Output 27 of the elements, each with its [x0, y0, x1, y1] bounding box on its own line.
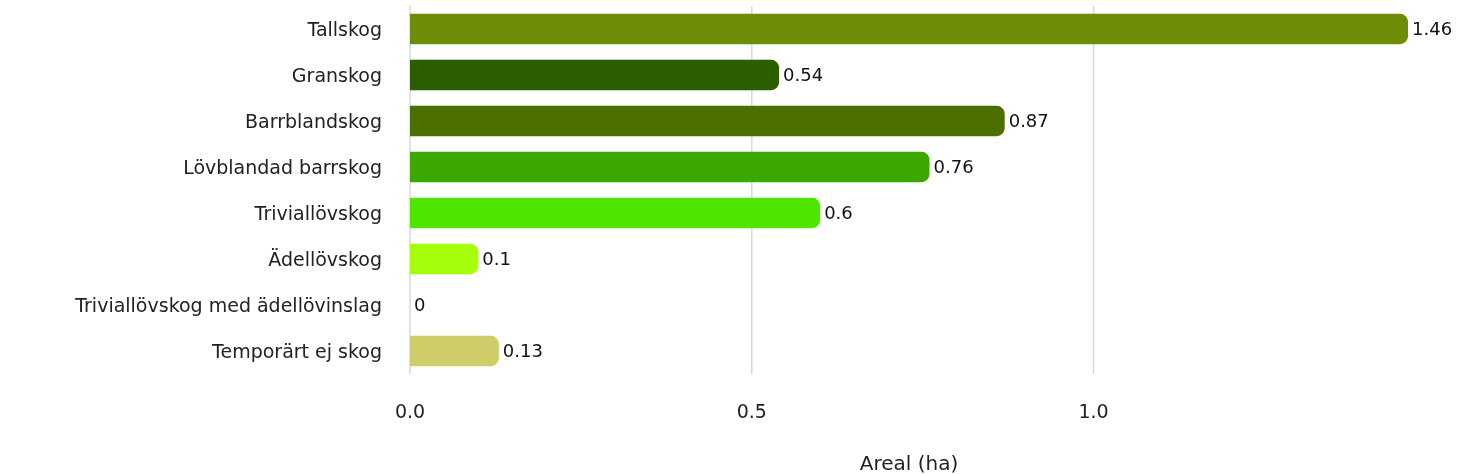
data-label: 0.1 — [482, 248, 511, 270]
y-tick-label: Triviallövskog — [253, 201, 382, 224]
data-label: 1.46 — [1412, 18, 1453, 40]
data-label: 0.6 — [824, 202, 853, 224]
bar — [410, 335, 499, 367]
x-tick-label: 0.0 — [394, 400, 426, 422]
y-tick-label: Granskog — [291, 63, 382, 86]
y-tick-label: Temporärt ej skog — [211, 339, 382, 362]
bar — [410, 243, 479, 275]
data-label: 0.76 — [933, 156, 974, 178]
data-label: 0.54 — [783, 64, 824, 86]
bar — [410, 59, 780, 91]
data-label: 0 — [414, 294, 426, 316]
data-label: 0.87 — [1008, 110, 1049, 132]
x-axis-title: Areal (ha) — [859, 451, 959, 474]
y-tick-label: Lövblandad barrskog — [183, 155, 382, 178]
x-tick-label: 1.0 — [1078, 400, 1109, 422]
y-tick-label: Barrblandskog — [245, 109, 382, 132]
data-label: 0.13 — [502, 340, 543, 362]
bar — [410, 197, 821, 229]
y-tick-label: Tallskog — [306, 17, 382, 40]
bar — [410, 151, 930, 183]
y-tick-label: Ädellövskog — [268, 247, 382, 270]
bar — [410, 105, 1005, 137]
bar — [410, 13, 1408, 45]
y-tick-label: Triviallövskog med ädellövinslag — [74, 293, 382, 316]
x-tick-label: 0.5 — [736, 400, 767, 422]
